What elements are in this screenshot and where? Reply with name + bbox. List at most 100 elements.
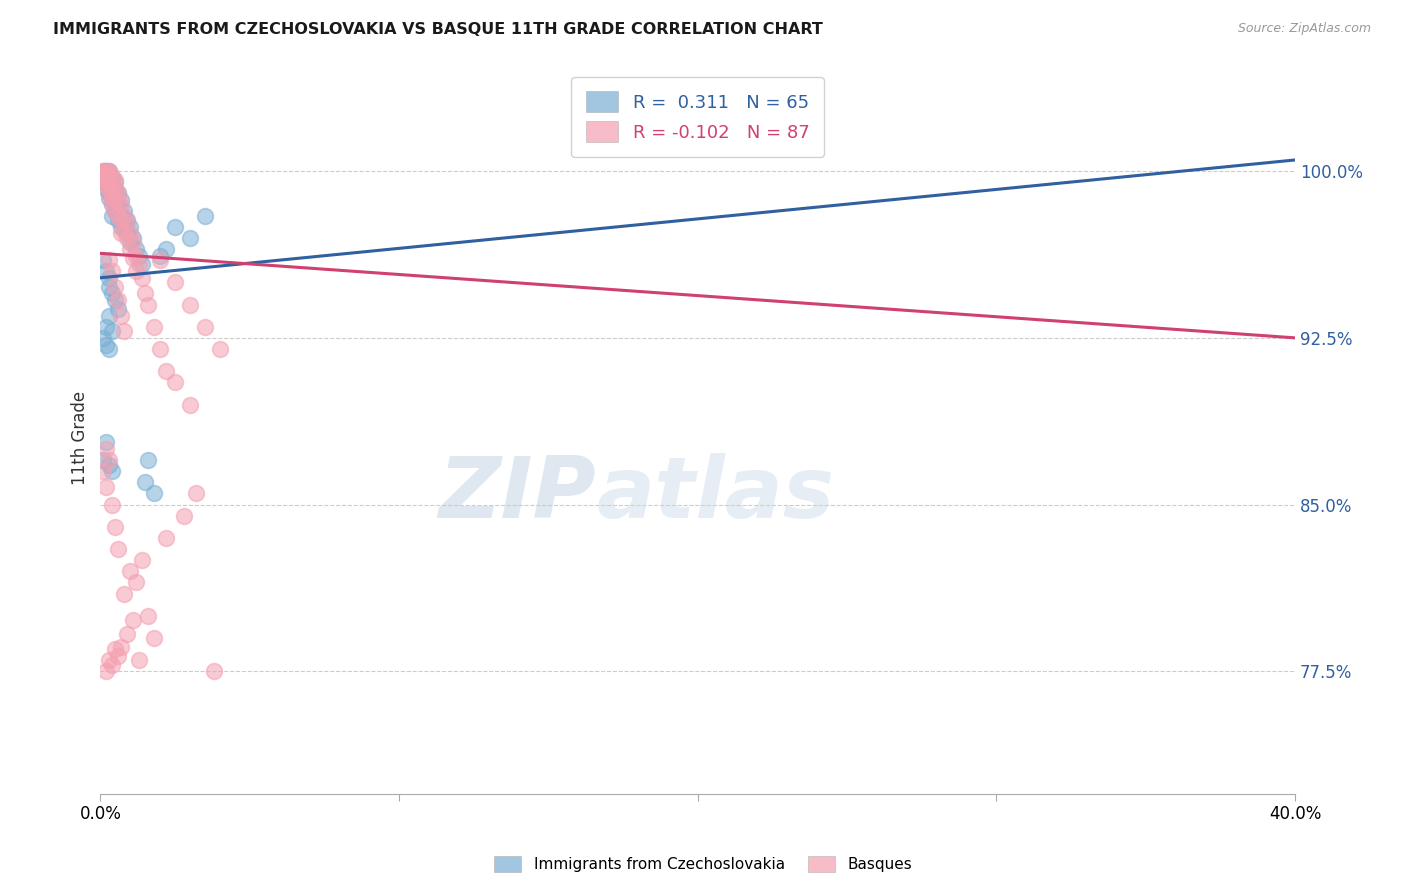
Point <box>96 182 118 196</box>
Point <box>104 279 127 293</box>
Point <box>98 186 121 201</box>
Point <box>184 486 207 500</box>
Point <box>120 564 142 578</box>
Point <box>125 264 148 278</box>
Point <box>98 179 121 194</box>
Point <box>91 175 114 189</box>
Point <box>163 275 186 289</box>
Point <box>131 270 153 285</box>
Point <box>96 442 118 456</box>
Point <box>110 309 132 323</box>
Point <box>179 297 201 311</box>
Point <box>107 186 129 201</box>
Point <box>96 173 118 187</box>
Point <box>101 464 124 478</box>
Point <box>91 169 114 183</box>
Point <box>101 186 124 201</box>
Point <box>122 235 145 250</box>
Point <box>107 195 129 210</box>
Point <box>104 293 127 307</box>
Point <box>91 164 114 178</box>
Point <box>91 169 114 183</box>
Point <box>96 665 118 679</box>
Point <box>101 169 124 183</box>
Point <box>98 191 121 205</box>
Point <box>98 279 121 293</box>
Point <box>134 286 156 301</box>
Point <box>125 575 148 590</box>
Point <box>98 653 121 667</box>
Point <box>110 209 132 223</box>
Point <box>98 458 121 472</box>
Point <box>98 170 121 185</box>
Point <box>110 227 132 241</box>
Point <box>202 665 225 679</box>
Point <box>96 169 118 183</box>
Point <box>155 531 177 545</box>
Point <box>122 231 145 245</box>
Point <box>104 173 127 187</box>
Point <box>115 215 138 229</box>
Point <box>104 191 127 205</box>
Point <box>112 204 135 219</box>
Point <box>110 213 132 227</box>
Point <box>96 169 118 183</box>
Point <box>91 464 114 478</box>
Text: Source: ZipAtlas.com: Source: ZipAtlas.com <box>1237 22 1371 36</box>
Point <box>107 209 129 223</box>
Point <box>179 231 201 245</box>
Point <box>112 324 135 338</box>
Point <box>91 166 114 180</box>
Point <box>143 486 166 500</box>
Point <box>104 182 127 196</box>
Point <box>101 191 124 205</box>
Point <box>101 170 124 185</box>
Point <box>96 175 118 189</box>
Point <box>101 264 124 278</box>
Point <box>131 553 153 567</box>
Point <box>149 249 172 263</box>
Point <box>112 219 135 234</box>
Point <box>98 173 121 187</box>
Point <box>143 631 166 645</box>
Point <box>134 475 156 490</box>
Point <box>96 166 118 180</box>
Point <box>120 235 142 250</box>
Point <box>179 398 201 412</box>
Point <box>107 186 129 201</box>
Point <box>128 653 150 667</box>
Point <box>101 498 124 512</box>
Point <box>91 164 114 178</box>
Point <box>110 197 132 211</box>
Point <box>91 253 114 268</box>
Point <box>96 164 118 178</box>
Point <box>136 297 159 311</box>
Point <box>128 257 150 271</box>
Point <box>101 175 124 189</box>
Point <box>110 640 132 654</box>
Point <box>194 209 217 223</box>
Point <box>163 219 186 234</box>
Point <box>110 219 132 234</box>
Point <box>98 270 121 285</box>
Point <box>96 319 118 334</box>
Point <box>98 175 121 189</box>
Point <box>96 480 118 494</box>
Point <box>91 170 114 185</box>
Point <box>98 186 121 201</box>
Point <box>107 197 129 211</box>
Point <box>120 242 142 256</box>
Text: IMMIGRANTS FROM CZECHOSLOVAKIA VS BASQUE 11TH GRADE CORRELATION CHART: IMMIGRANTS FROM CZECHOSLOVAKIA VS BASQUE… <box>53 22 824 37</box>
Point <box>136 608 159 623</box>
Point <box>101 657 124 672</box>
Point <box>96 173 118 187</box>
Point <box>136 453 159 467</box>
Point <box>125 249 148 263</box>
Point <box>115 626 138 640</box>
Point <box>115 213 138 227</box>
Text: ZIP: ZIP <box>439 453 596 536</box>
Point <box>122 613 145 627</box>
Legend: Immigrants from Czechoslovakia, Basques: Immigrants from Czechoslovakia, Basques <box>486 848 920 880</box>
Point <box>125 242 148 256</box>
Point <box>91 453 114 467</box>
